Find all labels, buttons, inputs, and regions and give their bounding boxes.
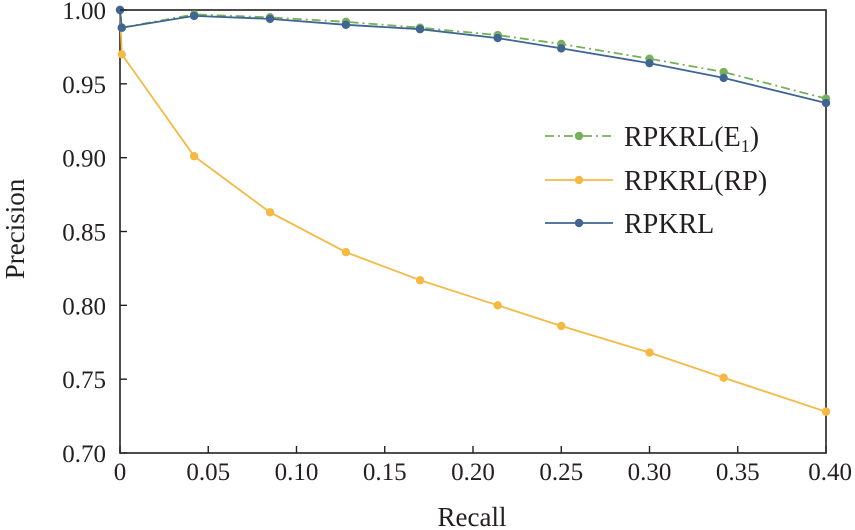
x-tick-label: 0.25: [539, 459, 583, 486]
x-tick-label: 0: [114, 459, 127, 486]
series-2-point: [189, 151, 199, 161]
y-tick-label: 0.85: [62, 220, 106, 247]
x-tick-label: 0.20: [451, 459, 495, 486]
series-3-point: [117, 23, 126, 32]
legend-marker-3: [574, 218, 584, 228]
x-axis-label: Recall: [438, 502, 507, 530]
legend-label-2: RPKRL(RP): [624, 166, 767, 197]
x-tick-label: 0.30: [628, 459, 672, 486]
legend-marker-2: [574, 175, 584, 185]
y-tick-label: 0.70: [62, 441, 106, 468]
series-2-point: [117, 50, 126, 59]
y-tick-label: 0.75: [62, 367, 106, 394]
series-2-point: [821, 407, 831, 416]
series-3-point: [645, 58, 654, 68]
series-3-point: [821, 98, 831, 108]
series-3-point: [719, 73, 728, 83]
legend-label-3: RPKRL: [624, 209, 714, 240]
ticks-layer: 0 0.05 0.10 0.15 0.20 0.25 0.30 0.35 0.40 0.70 0.7…: [62, 0, 852, 486]
series-2-point: [719, 373, 728, 382]
legend-marker-1: [574, 131, 584, 141]
y-tick-label: 0.95: [62, 72, 106, 99]
series-1-line: [119, 9, 827, 100]
series-3-point: [189, 11, 199, 21]
series-2-point: [415, 276, 425, 285]
series-2-point: [341, 247, 351, 257]
series-layer: [115, 5, 831, 416]
x-tick-label: 0.40: [808, 459, 852, 486]
series-3-point: [493, 33, 502, 43]
x-tick-label: 0.10: [275, 459, 319, 486]
series-3: [115, 5, 831, 108]
series-2-point: [493, 301, 502, 310]
x-tick-label: 0.15: [363, 459, 407, 486]
y-axis-label: Precision: [0, 178, 30, 279]
series-3-point: [265, 14, 275, 24]
x-tick-label: 0.05: [186, 459, 230, 486]
x-tick-label: 0.35: [716, 459, 760, 486]
y-tick-label: 0.90: [62, 146, 106, 173]
series-3-point: [341, 20, 351, 29]
series-3-point: [415, 24, 425, 34]
y-tick-label: 1.00: [62, 0, 106, 25]
legend-label-1: RPKRL(E1): [624, 122, 759, 156]
series-3-line: [119, 9, 827, 104]
series-2-point: [265, 208, 275, 217]
series-2-point: [645, 348, 654, 357]
y-tick-label: 0.80: [62, 293, 106, 320]
series-2: [115, 5, 831, 416]
series-2-point: [557, 321, 566, 331]
legend: RPKRL(E1) RPKRL(RP) RPKRL: [545, 122, 767, 240]
series-1-point: [719, 67, 728, 77]
series-1: [115, 5, 831, 103]
series-3-point: [557, 44, 566, 53]
